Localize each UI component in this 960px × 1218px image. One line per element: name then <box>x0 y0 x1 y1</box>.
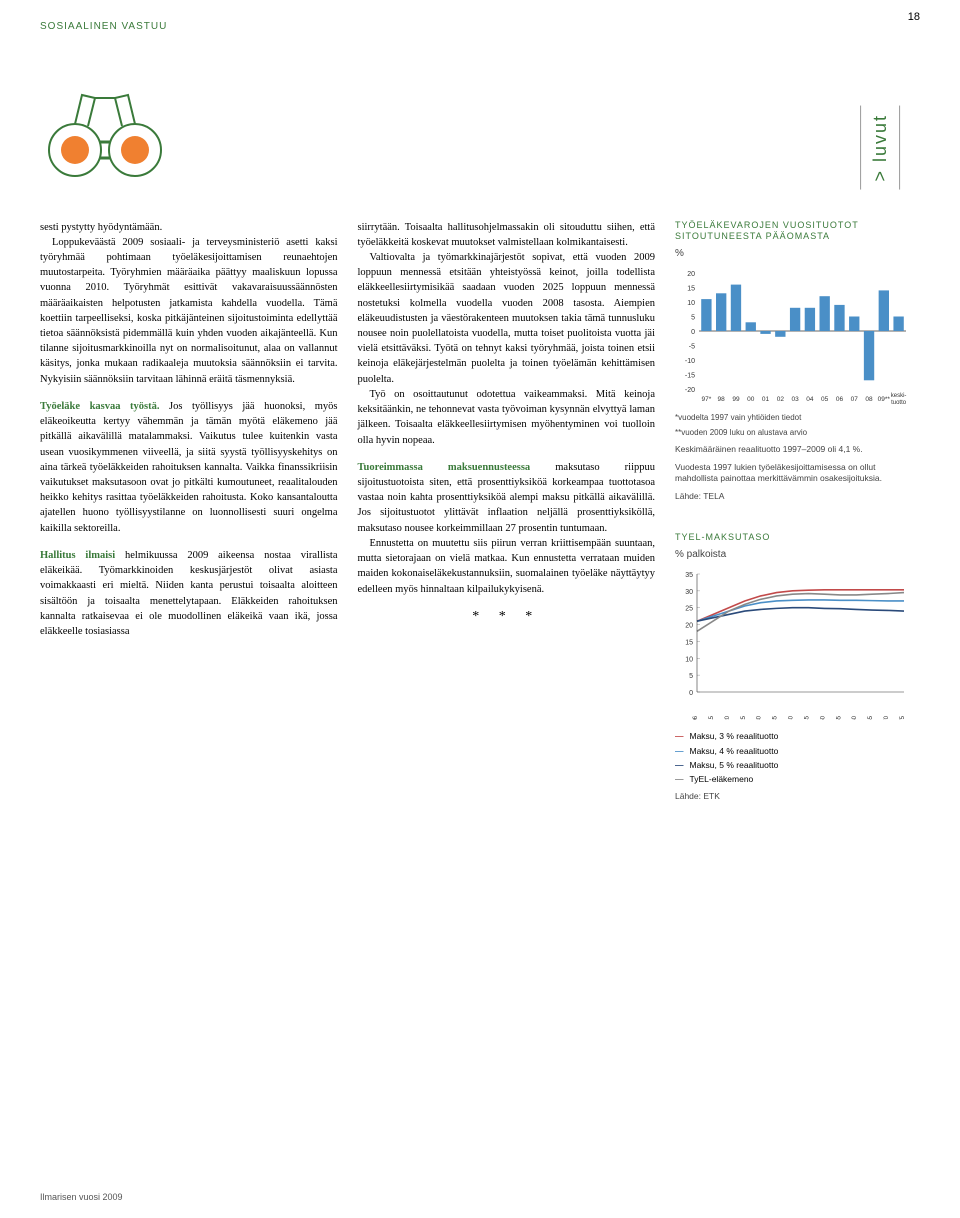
svg-text:07: 07 <box>851 396 859 403</box>
svg-text:2050: 2050 <box>820 716 826 721</box>
body-text: Loppukeväästä 2009 sosiaali- ja terveysm… <box>40 235 338 387</box>
legend-label: TyEL-eläkemeno <box>690 773 754 785</box>
svg-text:0: 0 <box>689 690 693 697</box>
svg-text:20: 20 <box>687 271 695 278</box>
body-text: Jos työllisyys jää huonoksi, myös eläkeo… <box>40 401 338 534</box>
svg-text:2015: 2015 <box>709 716 715 721</box>
chart-1-note: *vuodelta 1997 vain yhtiöiden tiedot <box>675 413 920 423</box>
page-number: 18 <box>908 10 920 26</box>
svg-text:0: 0 <box>691 329 695 336</box>
svg-text:04: 04 <box>806 396 814 403</box>
svg-text:2040: 2040 <box>789 716 795 721</box>
body-text: Tuoreimmassa maksuennusteessa maksutaso … <box>358 460 656 536</box>
svg-text:-15: -15 <box>685 373 695 380</box>
body-text: sesti pystytty hyödyntämään. <box>40 220 338 235</box>
svg-text:99: 99 <box>732 396 740 403</box>
legend-dash: — <box>675 773 684 785</box>
column-2: siirrytään. Toisaalta hallitusohjelmassa… <box>358 220 656 833</box>
svg-text:00: 00 <box>747 396 755 403</box>
svg-text:5: 5 <box>689 673 693 680</box>
page-footer: Ilmarisen vuosi 2009 <box>40 1191 123 1204</box>
svg-text:02: 02 <box>777 396 785 403</box>
svg-text:2020: 2020 <box>725 716 731 721</box>
chart-1-desc: Keskimääräinen reaalituotto 1997–2009 ol… <box>675 444 920 455</box>
run-in-heading: Hallitus ilmaisi <box>40 550 115 561</box>
body-text: Valtiovalta ja työmarkkinajärjestöt sopi… <box>358 250 656 387</box>
svg-text:10: 10 <box>687 300 695 307</box>
svg-text:30: 30 <box>685 589 693 596</box>
chart-2-title: TYEL-MAKSUTASO <box>675 532 920 544</box>
svg-text:98: 98 <box>718 396 726 403</box>
chart-1-desc: Vuodesta 1997 lukien työeläkesijoittamis… <box>675 462 920 485</box>
svg-text:35: 35 <box>685 572 693 579</box>
svg-text:2045: 2045 <box>804 716 810 721</box>
svg-text:15: 15 <box>685 640 693 647</box>
binoculars-icon <box>40 80 170 190</box>
tab-luvut: > luvut <box>860 106 900 190</box>
svg-text:2025: 2025 <box>741 716 747 721</box>
body-text: Työeläke kasvaa työstä. Jos työllisyys j… <box>40 399 338 536</box>
svg-text:03: 03 <box>791 396 799 403</box>
chart-2-svg: 0510152025303520062015202020252030203520… <box>675 570 910 720</box>
svg-text:06: 06 <box>836 396 844 403</box>
svg-text:5: 5 <box>691 315 695 322</box>
legend-item: — Maksu, 5 % reaalituotto <box>675 759 920 771</box>
svg-text:-10: -10 <box>685 358 695 365</box>
legend-label: Maksu, 5 % reaalituotto <box>690 759 779 771</box>
svg-text:25: 25 <box>685 606 693 613</box>
legend-dash: — <box>675 759 684 771</box>
chart-2-unit: % palkoista <box>675 548 920 563</box>
run-in-heading: Tuoreimmassa maksuennusteessa <box>358 462 531 473</box>
svg-text:08: 08 <box>865 396 873 403</box>
svg-text:09**: 09** <box>878 396 891 403</box>
svg-text:2035: 2035 <box>773 716 779 721</box>
body-text: helmikuussa 2009 aikeensa nostaa viralli… <box>40 550 338 637</box>
svg-text:-20: -20 <box>685 387 695 394</box>
legend-dash: — <box>675 745 684 757</box>
legend-item: — TyEL-eläkemeno <box>675 773 920 785</box>
chart-1-unit: % <box>675 247 920 262</box>
chart-1-source: Lähde: TELA <box>675 491 920 502</box>
svg-text:2030: 2030 <box>757 716 763 721</box>
legend-label: Maksu, 3 % reaalituotto <box>690 730 779 742</box>
svg-text:-5: -5 <box>689 344 695 351</box>
column-1: sesti pystytty hyödyntämään. Loppukevääs… <box>40 220 338 833</box>
body-text: Työ on osoittautunut odotettua vaikeamma… <box>358 387 656 448</box>
sidebar-charts: TYÖELÄKEVAROJEN VUOSITUOTOT SITOUTUNEEST… <box>675 220 920 833</box>
chart-1-block: TYÖELÄKEVAROJEN VUOSITUOTOT SITOUTUNEEST… <box>675 220 920 503</box>
top-decoration: > luvut <box>40 80 920 190</box>
svg-text:2006: 2006 <box>693 716 699 721</box>
svg-text:15: 15 <box>687 286 695 293</box>
svg-text:tuotto: tuotto <box>891 400 907 406</box>
svg-text:20: 20 <box>685 623 693 630</box>
svg-text:2055: 2055 <box>836 716 842 721</box>
legend-item: — Maksu, 4 % reaalituotto <box>675 745 920 757</box>
svg-text:keski-: keski- <box>891 393 907 399</box>
content-columns: sesti pystytty hyödyntämään. Loppukevääs… <box>40 220 920 833</box>
legend-label: Maksu, 4 % reaalituotto <box>690 745 779 757</box>
run-in-heading: Työeläke kasvaa työstä. <box>40 401 159 412</box>
svg-text:2075: 2075 <box>900 716 906 721</box>
svg-text:97*: 97* <box>702 396 712 403</box>
legend-dash: — <box>675 730 684 742</box>
svg-text:2070: 2070 <box>884 716 890 721</box>
svg-text:2065: 2065 <box>868 716 874 721</box>
chart-2-block: TYEL-MAKSUTASO % palkoista 0510152025303… <box>675 532 920 803</box>
chart-2-legend: — Maksu, 3 % reaalituotto — Maksu, 4 % reaa… <box>675 730 920 785</box>
svg-text:2060: 2060 <box>852 716 858 721</box>
legend-item: — Maksu, 3 % reaalituotto <box>675 730 920 742</box>
chart-1-title: TYÖELÄKEVAROJEN VUOSITUOTOT SITOUTUNEEST… <box>675 220 920 243</box>
chart-1-svg: -20-15-10-50510152097*989900010203040506… <box>675 269 910 409</box>
svg-text:10: 10 <box>685 657 693 664</box>
svg-text:01: 01 <box>762 396 770 403</box>
body-text: Hallitus ilmaisi helmikuussa 2009 aikeen… <box>40 548 338 639</box>
body-text: Ennustetta on muutettu siis piirun verra… <box>358 536 656 597</box>
body-text: siirrytään. Toisaalta hallitusohjelmassa… <box>358 220 656 250</box>
chart-2-source: Lähde: ETK <box>675 791 920 802</box>
svg-text:05: 05 <box>821 396 829 403</box>
section-header: SOSIAALINEN VASTUU <box>40 20 920 35</box>
section-divider-stars: * * * <box>358 607 656 627</box>
chart-1-note: **vuoden 2009 luku on alustava arvio <box>675 428 920 438</box>
